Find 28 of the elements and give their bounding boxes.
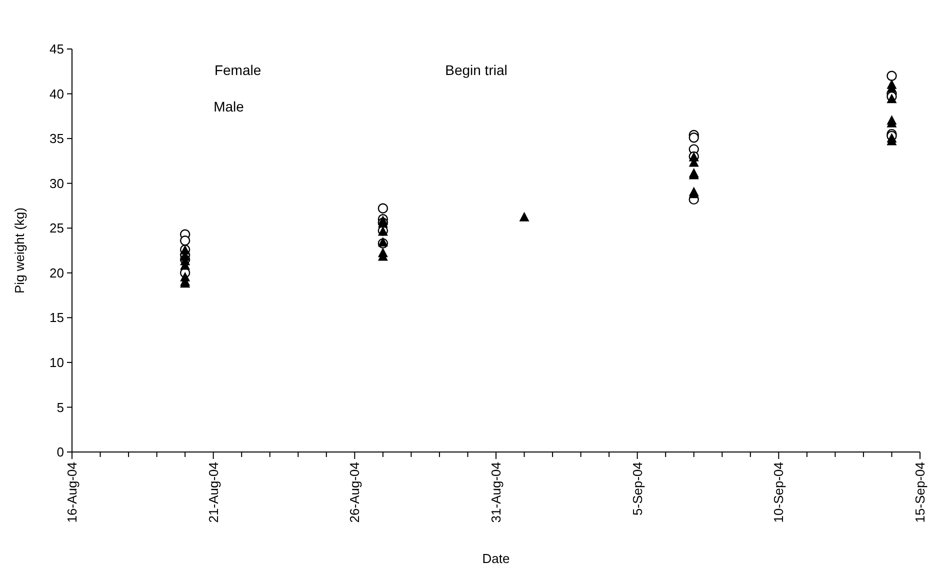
- x-tick-label: 31-Aug-04: [488, 462, 504, 523]
- y-tick-label: 10: [50, 354, 64, 370]
- x-tick-label: 15-Sep-04: [912, 462, 928, 523]
- x-tick-label: 16-Aug-04: [64, 462, 80, 523]
- annotation: Female: [214, 62, 262, 78]
- y-tick-label: 0: [56, 444, 64, 460]
- point: [519, 212, 530, 222]
- point: [688, 132, 699, 143]
- x-tick-label: 5-Sep-04: [630, 462, 645, 516]
- x-tick-label: 21-Aug-04: [206, 462, 221, 523]
- y-tick-label: 15: [50, 310, 64, 326]
- y-tick-label: 35: [50, 131, 64, 146]
- x-tick-label: 10-Sep-04: [771, 462, 786, 523]
- y-tick-label: 25: [50, 220, 64, 236]
- y-tick-label: 40: [50, 86, 64, 102]
- y-axis-title: Pig weight (kg): [12, 208, 27, 294]
- annotation: Begin trial: [445, 62, 508, 78]
- point: [378, 203, 388, 214]
- x-axis-title: Date: [482, 551, 510, 566]
- y-tick-label: 30: [50, 176, 64, 191]
- annotation: Male: [214, 98, 244, 114]
- x-tick-label: 26-Aug-04: [347, 462, 362, 523]
- y-tick-label: 5: [56, 400, 64, 415]
- y-tick-label: 45: [50, 42, 64, 57]
- point: [180, 236, 190, 246]
- point: [886, 70, 897, 81]
- point: [886, 94, 897, 104]
- y-tick-label: 20: [50, 265, 64, 280]
